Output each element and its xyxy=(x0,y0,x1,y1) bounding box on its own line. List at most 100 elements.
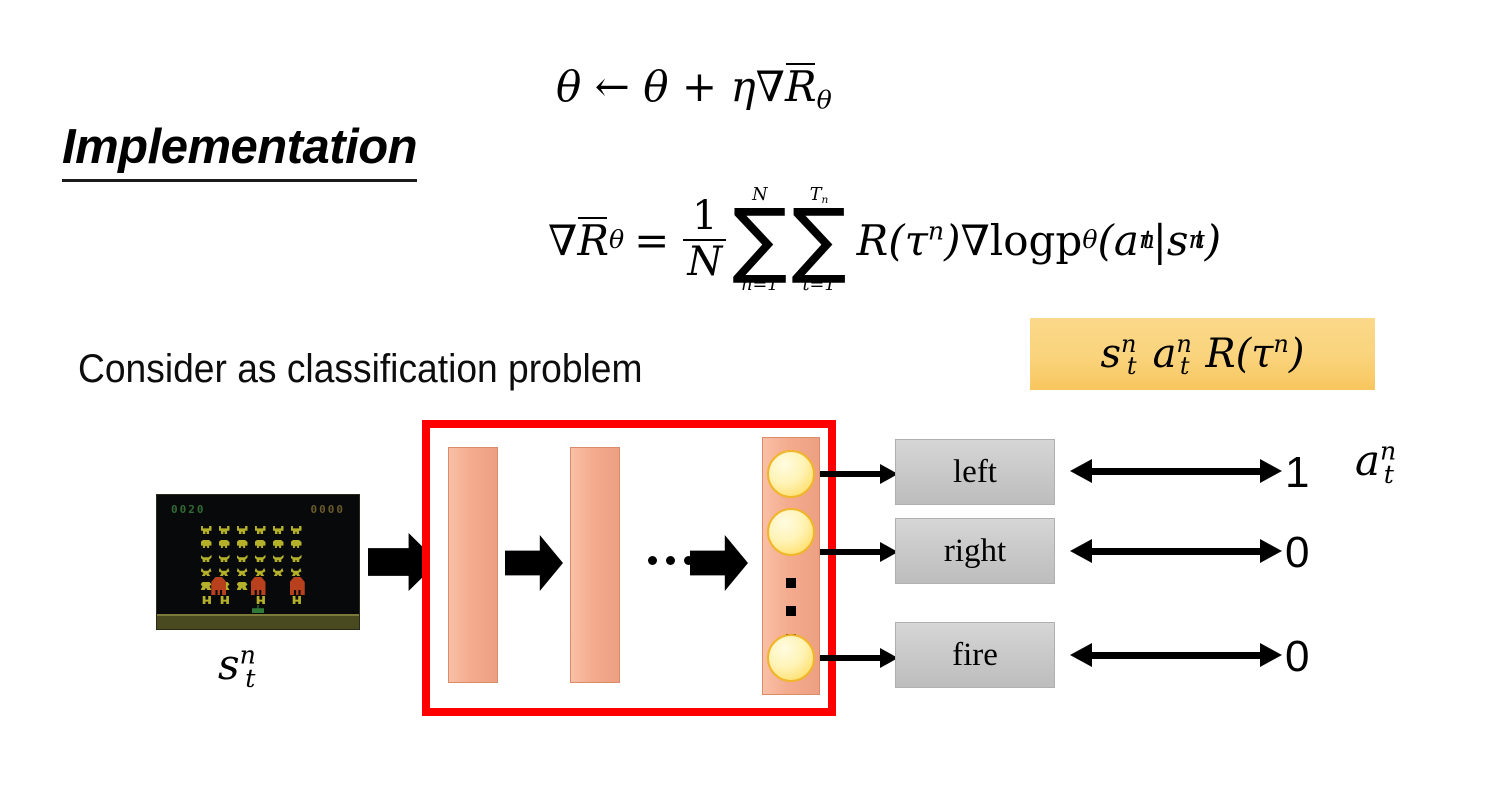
fraction-numerator: 1 xyxy=(692,193,718,240)
invader xyxy=(218,568,230,576)
invader xyxy=(254,526,266,534)
reward-tau: R(τ xyxy=(1205,331,1274,377)
invader xyxy=(272,526,284,534)
connector-arrow-1 xyxy=(820,464,898,484)
action-box-fire[interactable]: fire xyxy=(895,622,1055,688)
action-symbol: a xyxy=(1113,215,1139,265)
invader xyxy=(200,526,212,534)
open-paren: ( xyxy=(1097,215,1114,265)
highlight-box-content: snt ant R(τn) xyxy=(1100,330,1305,381)
fraction-denominator: N xyxy=(683,239,727,283)
theta-symbol: θ xyxy=(556,62,582,111)
summation-over-n: N ∑ n=1 xyxy=(732,185,787,295)
invader xyxy=(200,540,212,548)
invader xyxy=(218,526,230,534)
game-screenshot-space-invaders: 0020 0000 xyxy=(156,494,360,630)
hidden-layer-1 xyxy=(448,447,498,683)
state-subscript: t xyxy=(245,663,256,693)
invader xyxy=(200,554,212,562)
double-arrow-icon-2 xyxy=(1070,539,1282,563)
bunker xyxy=(250,577,266,595)
sum-upper-limit-2: Tn xyxy=(810,185,829,205)
invader xyxy=(272,554,284,562)
subtitle-text: Consider as classification problem xyxy=(78,347,643,391)
invader xyxy=(218,554,230,562)
reward-close-paren: ) xyxy=(944,215,961,265)
invader xyxy=(292,596,301,604)
invader xyxy=(236,540,248,548)
game-bunkers xyxy=(157,577,359,595)
action-subscript: t xyxy=(1179,352,1190,381)
sigma-icon: ∑ xyxy=(732,192,788,288)
action-output-label: ant xyxy=(1355,436,1396,487)
state-symbol: s xyxy=(1100,331,1122,377)
output-neuron-2 xyxy=(767,508,815,556)
action-box-right[interactable]: right xyxy=(895,518,1055,584)
sum-upper-t: T xyxy=(809,185,822,205)
reward-close-paren: ) xyxy=(1288,331,1305,377)
invader xyxy=(200,582,212,590)
left-arrow-icon: ← xyxy=(594,62,630,111)
reward-superscript: n xyxy=(1273,330,1289,359)
game-ground xyxy=(157,614,359,629)
dot xyxy=(786,606,796,616)
state-subscript: t xyxy=(1126,352,1137,381)
action-symbol: a xyxy=(1355,436,1381,485)
plus-operator: + xyxy=(681,62,718,111)
reward-tau: R(τ xyxy=(856,215,928,265)
dot xyxy=(666,556,675,565)
invader xyxy=(272,540,284,548)
invader xyxy=(254,540,266,548)
bunker xyxy=(211,577,227,595)
action-superscript: n xyxy=(1176,330,1192,359)
r-bar-symbol: R xyxy=(784,62,817,111)
state-symbol: s xyxy=(1166,215,1189,265)
summation-over-t: Tn ∑ t=1 xyxy=(791,185,846,295)
invader xyxy=(236,568,248,576)
nabla-icon-2: ∇logp xyxy=(960,215,1083,265)
theta-subscript: θ xyxy=(816,85,832,115)
reward-superscript: n xyxy=(927,215,945,245)
invader xyxy=(236,582,248,590)
game-score-left: 0020 xyxy=(171,503,206,516)
equation-update-rule: θ ← θ + η∇Rθ xyxy=(556,62,832,113)
sum-lower-limit: n=1 xyxy=(741,274,779,295)
invader xyxy=(290,540,302,548)
sum-upper-t-sub: n xyxy=(821,194,829,207)
ellipsis-horizontal-icon xyxy=(648,556,693,565)
fraction-one-over-n: 1 N xyxy=(683,193,727,283)
invader xyxy=(290,554,302,562)
dot xyxy=(684,556,693,565)
r-bar-symbol: R xyxy=(577,215,609,265)
output-neuron-1 xyxy=(767,450,815,498)
state-superscript: n xyxy=(239,640,256,670)
reward-term: R(τn) xyxy=(857,216,961,265)
double-arrow-icon-3 xyxy=(1070,643,1282,667)
action-symbol: a xyxy=(1152,331,1177,377)
action-subscript: t xyxy=(1383,459,1394,489)
state-symbol: s xyxy=(218,640,240,689)
close-paren: ) xyxy=(1204,215,1222,265)
page-title: Implementation xyxy=(62,121,418,183)
invader xyxy=(202,596,211,604)
bunker xyxy=(289,577,305,595)
connector-arrow-2 xyxy=(820,542,898,562)
target-value-right: 0 xyxy=(1285,528,1310,577)
invader xyxy=(236,526,248,534)
sum-lower-limit-2: t=1 xyxy=(802,274,836,295)
dot xyxy=(648,556,657,565)
state-superscript: n xyxy=(1121,330,1137,359)
conditional-bar: | xyxy=(1152,215,1167,265)
action-box-left[interactable]: left xyxy=(895,439,1055,505)
dot xyxy=(786,578,796,588)
invader xyxy=(254,554,266,562)
invader xyxy=(272,568,284,576)
output-neuron-3 xyxy=(767,634,815,682)
highlight-box-sampled-terms: snt ant R(τn) xyxy=(1030,318,1375,390)
invader xyxy=(236,554,248,562)
game-score-row: 0020 0000 xyxy=(171,503,345,516)
invader xyxy=(256,596,265,604)
invader xyxy=(200,568,212,576)
